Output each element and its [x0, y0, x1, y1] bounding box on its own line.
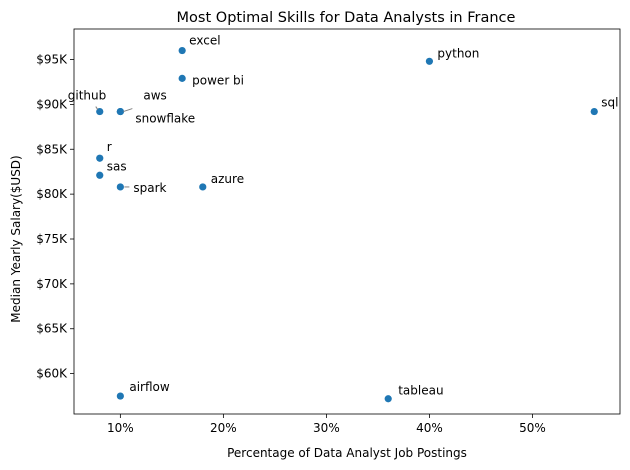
y-tick-label: $85K [36, 142, 68, 156]
chart-title: Most Optimal Skills for Data Analysts in… [177, 10, 516, 26]
point-spark [116, 183, 124, 191]
x-tick-label: 40% [416, 421, 443, 435]
point-airflow [116, 392, 124, 400]
point-label-python: python [437, 46, 479, 60]
point-excel [178, 46, 186, 55]
y-tick-label: $75K [36, 232, 68, 246]
point-power-bi [178, 74, 186, 82]
y-tick-label: $80K [36, 187, 68, 201]
point-sas [96, 171, 104, 179]
plot-frame [73, 28, 621, 415]
point-label-sas: sas [107, 159, 127, 173]
point-sql [590, 107, 598, 116]
x-tick-label: 10% [107, 421, 134, 435]
plot-area: 10% 20% 30% 40% 50% $60K $65K $70K $75K $80K $85K $… [36, 28, 621, 435]
point-github [96, 107, 104, 116]
y-tick-label: $90K [36, 97, 68, 111]
x-tick-label: 50% [519, 421, 546, 435]
point-python [425, 57, 434, 65]
point-label-azure: azure [211, 172, 244, 186]
y-axis-label: Median Yearly Salary($USD) [9, 155, 23, 322]
point-label-snowflake: snowflake [135, 112, 195, 126]
point-label-tableau: tableau [398, 384, 443, 398]
point-snowflake [116, 107, 124, 116]
point-label-r: r [107, 140, 112, 154]
x-tick-label: 20% [210, 421, 237, 435]
point-tableau [384, 395, 392, 403]
point-label-aws: aws [143, 89, 166, 103]
x-tick-label: 30% [313, 421, 340, 435]
point-azure [199, 183, 207, 191]
point-label-github: github [68, 89, 106, 103]
y-tick-label: $60K [36, 367, 68, 381]
point-label-airflow: airflow [129, 380, 170, 394]
point-label-spark: spark [133, 181, 166, 195]
y-tick-label: $95K [36, 53, 68, 67]
point-label-power-bi: power bi [192, 73, 244, 87]
point-label-sql: sql [601, 96, 618, 110]
x-axis-label: Percentage of Data Analyst Job Postings [227, 446, 467, 460]
label-connector-snowflake [123, 108, 133, 113]
label-connector-github [95, 106, 99, 110]
y-tick-label: $65K [36, 322, 68, 336]
y-tick-label: $70K [36, 277, 68, 291]
point-label-excel: excel [189, 34, 220, 48]
point-r [96, 154, 104, 162]
